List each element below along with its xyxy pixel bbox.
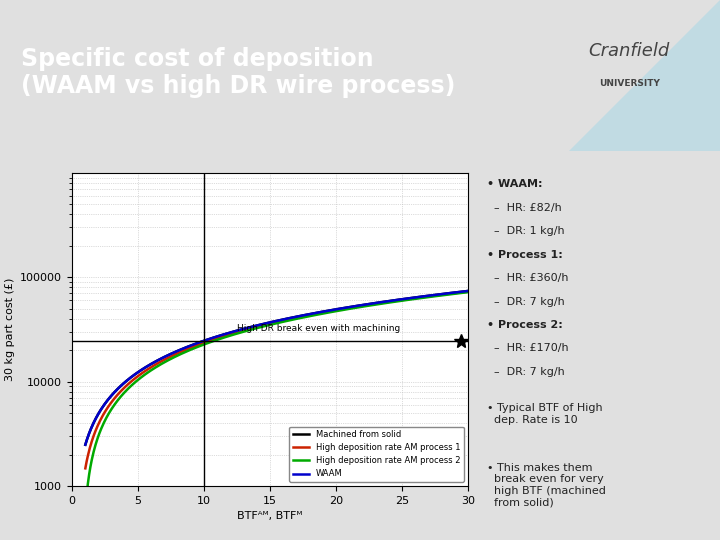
Machined from solid — [81, 442, 90, 448]
Text: –  HR: £170/h: – HR: £170/h — [487, 343, 569, 354]
Text: –  HR: £82/h: – HR: £82/h — [487, 202, 562, 213]
WAAM — [369, 300, 378, 307]
Text: –  DR: 1 kg/h: – DR: 1 kg/h — [487, 226, 564, 236]
Y-axis label: 30 kg part cost (£): 30 kg part cost (£) — [5, 278, 14, 381]
Text: Cranfield: Cranfield — [589, 42, 670, 60]
X-axis label: BTFᴬᴹ, BTFᴹ: BTFᴬᴹ, BTFᴹ — [238, 511, 302, 521]
WAAM — [307, 310, 315, 317]
Line: WAAM: WAAM — [86, 291, 468, 445]
High deposition rate AM process 2 — [254, 325, 263, 331]
High deposition rate AM process 1 — [307, 312, 315, 318]
Text: Specific cost of deposition
(WAAM vs high DR wire process): Specific cost of deposition (WAAM vs hig… — [21, 46, 455, 98]
WAAM — [81, 442, 90, 448]
Text: High DR break even with machining: High DR break even with machining — [237, 325, 400, 333]
Machined from solid — [149, 360, 158, 366]
Polygon shape — [569, 0, 720, 151]
High deposition rate AM process 1 — [336, 306, 345, 313]
High deposition rate AM process 2 — [369, 302, 378, 308]
Text: • Typical BTF of High
  dep. Rate is 10: • Typical BTF of High dep. Rate is 10 — [487, 403, 603, 424]
Line: Machined from solid: Machined from solid — [86, 291, 468, 445]
Text: • Process 1:: • Process 1: — [487, 249, 563, 260]
Machined from solid — [307, 310, 315, 317]
Text: • This makes them
  break even for very
  high BTF (machined
  from solid): • This makes them break even for very hi… — [487, 462, 606, 507]
WAAM — [336, 305, 345, 312]
High deposition rate AM process 1 — [464, 288, 472, 295]
WAAM — [254, 322, 263, 328]
Machined from solid — [369, 300, 378, 307]
High deposition rate AM process 2 — [149, 366, 158, 372]
Text: –  DR: 7 kg/h: – DR: 7 kg/h — [487, 367, 564, 377]
High deposition rate AM process 2 — [179, 349, 188, 356]
High deposition rate AM process 1 — [179, 347, 188, 354]
WAAM — [179, 345, 188, 352]
High deposition rate AM process 2 — [307, 313, 315, 319]
Text: UNIVERSITY: UNIVERSITY — [599, 79, 660, 87]
Line: High deposition rate AM process 2: High deposition rate AM process 2 — [86, 292, 468, 511]
High deposition rate AM process 2 — [464, 289, 472, 295]
High deposition rate AM process 1 — [254, 323, 263, 330]
Text: –  DR: 7 kg/h: – DR: 7 kg/h — [487, 296, 564, 307]
High deposition rate AM process 2 — [81, 508, 90, 514]
Machined from solid — [179, 345, 188, 352]
Line: High deposition rate AM process 1: High deposition rate AM process 1 — [86, 292, 468, 468]
High deposition rate AM process 1 — [149, 363, 158, 369]
High deposition rate AM process 1 — [369, 301, 378, 307]
Text: –  HR: £360/h: – HR: £360/h — [487, 273, 569, 283]
High deposition rate AM process 2 — [336, 307, 345, 314]
Text: • WAAM:: • WAAM: — [487, 179, 542, 189]
WAAM — [464, 288, 472, 294]
High deposition rate AM process 1 — [81, 465, 90, 471]
Machined from solid — [254, 322, 263, 328]
Legend: Machined from solid, High deposition rate AM process 1, High deposition rate AM : Machined from solid, High deposition rat… — [289, 427, 464, 482]
Text: • Process 2:: • Process 2: — [487, 320, 563, 330]
Machined from solid — [336, 305, 345, 312]
Machined from solid — [464, 288, 472, 294]
WAAM — [149, 360, 158, 366]
